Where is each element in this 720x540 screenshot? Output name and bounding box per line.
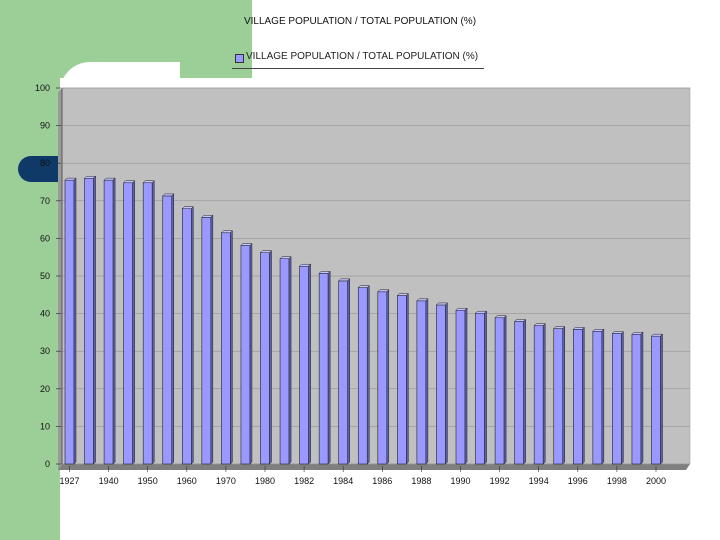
x-tick-label: 1940 — [99, 476, 119, 486]
y-tick-label: 80 — [40, 158, 50, 168]
bar — [162, 195, 173, 465]
bar — [64, 179, 75, 465]
bar — [182, 208, 192, 465]
x-tick-label: 1992 — [490, 476, 510, 486]
bar-side — [327, 270, 331, 465]
bar-side — [503, 315, 507, 465]
bar-side — [269, 250, 272, 465]
bar-side — [386, 289, 390, 465]
bar — [357, 287, 368, 465]
x-tick-label: 1950 — [138, 476, 158, 486]
bar-side — [132, 180, 135, 465]
x-tick-label: 1960 — [177, 476, 197, 486]
x-tick-label: 1982 — [294, 476, 314, 486]
slide-navy-tab — [18, 156, 62, 182]
bar — [279, 258, 290, 465]
bar — [436, 304, 446, 465]
bar — [572, 329, 583, 465]
y-tick-label: 50 — [40, 271, 50, 281]
bar-side — [406, 292, 409, 465]
bar — [299, 265, 309, 465]
bar — [631, 333, 642, 465]
bar-side — [562, 326, 565, 465]
bar — [377, 291, 388, 465]
x-tick-label: 1998 — [607, 476, 627, 486]
bar-side — [288, 256, 292, 465]
y-tick-label: 90 — [40, 121, 50, 131]
x-tick-label: 1990 — [450, 476, 470, 486]
bar-side — [230, 230, 233, 465]
y-tick-label: 20 — [40, 384, 50, 394]
y-tick-label: 60 — [40, 233, 50, 243]
x-tick-label: 1996 — [568, 476, 588, 486]
bar — [592, 330, 603, 465]
bar-side — [151, 180, 155, 465]
chart-legend: VILLAGE POPULATION / TOTAL POPULATION (%… — [232, 50, 484, 69]
y-tick-label: 10 — [40, 421, 50, 431]
bar-side — [660, 333, 663, 465]
bar — [318, 273, 329, 465]
slide-green-band-left — [0, 0, 60, 540]
bar-side — [347, 278, 350, 465]
x-tick-label: 1970 — [216, 476, 236, 486]
x-tick-label: 1986 — [372, 476, 392, 486]
x-tick-label: 1984 — [333, 476, 353, 486]
x-tick-label: 1994 — [529, 476, 549, 486]
y-tick-label: 40 — [40, 309, 50, 319]
bar — [455, 309, 466, 465]
bar — [240, 245, 251, 465]
bar — [475, 312, 485, 465]
bar — [612, 333, 622, 465]
bar-side — [601, 328, 605, 465]
bar — [397, 295, 407, 465]
bar-side — [621, 330, 624, 465]
bar — [260, 252, 270, 465]
bar-side — [210, 214, 214, 465]
bar — [338, 280, 349, 465]
x-tick-label: 1927 — [59, 476, 79, 486]
bar — [221, 232, 231, 465]
x-tick-label: 1980 — [255, 476, 275, 486]
bar-side — [464, 307, 468, 465]
bar — [123, 182, 133, 465]
bar-side — [640, 331, 644, 465]
bar — [201, 217, 212, 465]
bar — [553, 328, 564, 465]
bar-side — [171, 193, 174, 465]
x-tick-label: 1988 — [411, 476, 431, 486]
y-tick-label: 30 — [40, 346, 50, 356]
bar-side — [425, 298, 429, 465]
chart-title: VILLAGE POPULATION / TOTAL POPULATION (%… — [243, 16, 477, 27]
legend-label: VILLAGE POPULATION / TOTAL POPULATION (%… — [246, 51, 479, 62]
y-tick-label: 70 — [40, 196, 50, 206]
bar-side — [308, 263, 311, 465]
bar-side — [542, 323, 546, 465]
bar — [651, 335, 661, 465]
bar-side — [484, 310, 487, 465]
bar-side — [582, 326, 585, 465]
bar — [494, 317, 505, 465]
bar — [416, 300, 427, 465]
bar-side — [249, 242, 253, 465]
y-tick-label: 0 — [45, 459, 50, 469]
plot-side-wall — [58, 88, 62, 470]
bar-side — [112, 177, 116, 465]
bar-side — [73, 177, 77, 465]
bar — [84, 177, 94, 465]
bar — [533, 325, 544, 465]
x-tick-label: 2000 — [646, 476, 666, 486]
legend-swatch — [235, 54, 244, 63]
bar — [514, 321, 524, 465]
y-tick-label: 100 — [35, 83, 50, 93]
bar-side — [445, 302, 448, 465]
bar — [142, 182, 153, 465]
plot-floor — [58, 464, 690, 470]
bar-side — [367, 285, 370, 465]
bar-side — [191, 206, 194, 465]
bar — [103, 179, 114, 465]
bar-side — [523, 318, 526, 465]
bar-side — [93, 175, 96, 465]
